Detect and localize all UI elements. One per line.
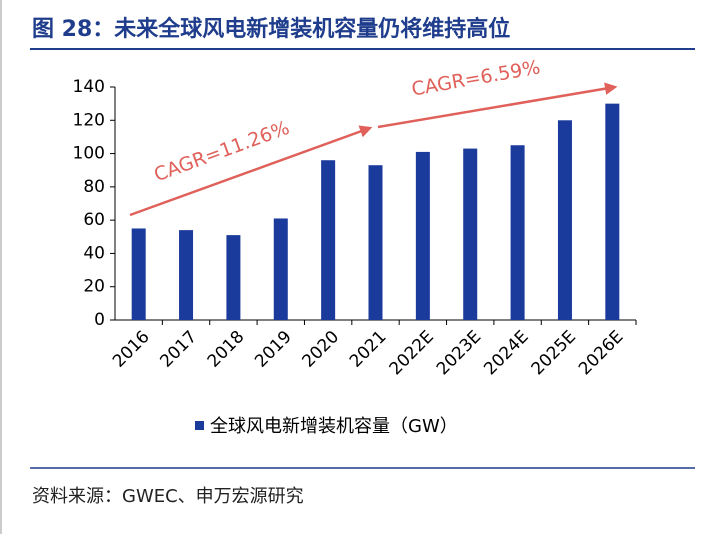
bar: [179, 230, 194, 320]
y-tick-label: 120: [73, 110, 105, 130]
bar: [368, 165, 383, 320]
trend-arrow: [129, 125, 373, 217]
chart-title: 图 28：未来全球风电新增装机容量仍将维持高位: [32, 16, 510, 42]
bar: [510, 145, 525, 320]
x-tick-label: 2026E: [575, 327, 627, 379]
x-tick-label: 2018: [204, 327, 249, 372]
annotation: CAGR=6.59%: [410, 56, 542, 100]
bar: [605, 103, 620, 321]
x-tick-label: 2022E: [386, 327, 438, 379]
bar: [557, 120, 572, 321]
bar: [463, 148, 478, 320]
x-tick-label: 2017: [156, 327, 201, 372]
x-tick-label: 2024E: [480, 327, 532, 379]
bar: [226, 235, 241, 320]
annotation: CAGR=11.26%: [151, 117, 292, 186]
x-tick-label: 2016: [109, 327, 154, 372]
y-tick-label: 40: [83, 243, 105, 263]
y-tick-label: 80: [83, 177, 105, 197]
bar: [131, 228, 146, 320]
legend-label: 全球风电新增装机容量（GW）: [210, 416, 458, 437]
source: 资料来源：GWEC、申万宏源研究: [32, 486, 304, 507]
y-tick-label: 20: [83, 277, 105, 297]
bar: [321, 160, 336, 320]
legend-swatch: [195, 421, 204, 430]
trend-arrow: [377, 82, 618, 129]
y-tick-label: 140: [73, 77, 105, 97]
x-tick-label: 2025E: [528, 327, 580, 379]
y-tick-label: 0: [94, 310, 105, 330]
y-tick-label: 60: [83, 210, 105, 230]
x-tick-label: 2023E: [433, 327, 485, 379]
x-tick-label: 2019: [251, 327, 296, 372]
bar: [273, 218, 288, 320]
x-tick-label: 2020: [298, 327, 343, 372]
y-tick-label: 100: [73, 144, 105, 164]
bar: [415, 151, 430, 320]
x-tick-label: 2021: [346, 327, 391, 372]
